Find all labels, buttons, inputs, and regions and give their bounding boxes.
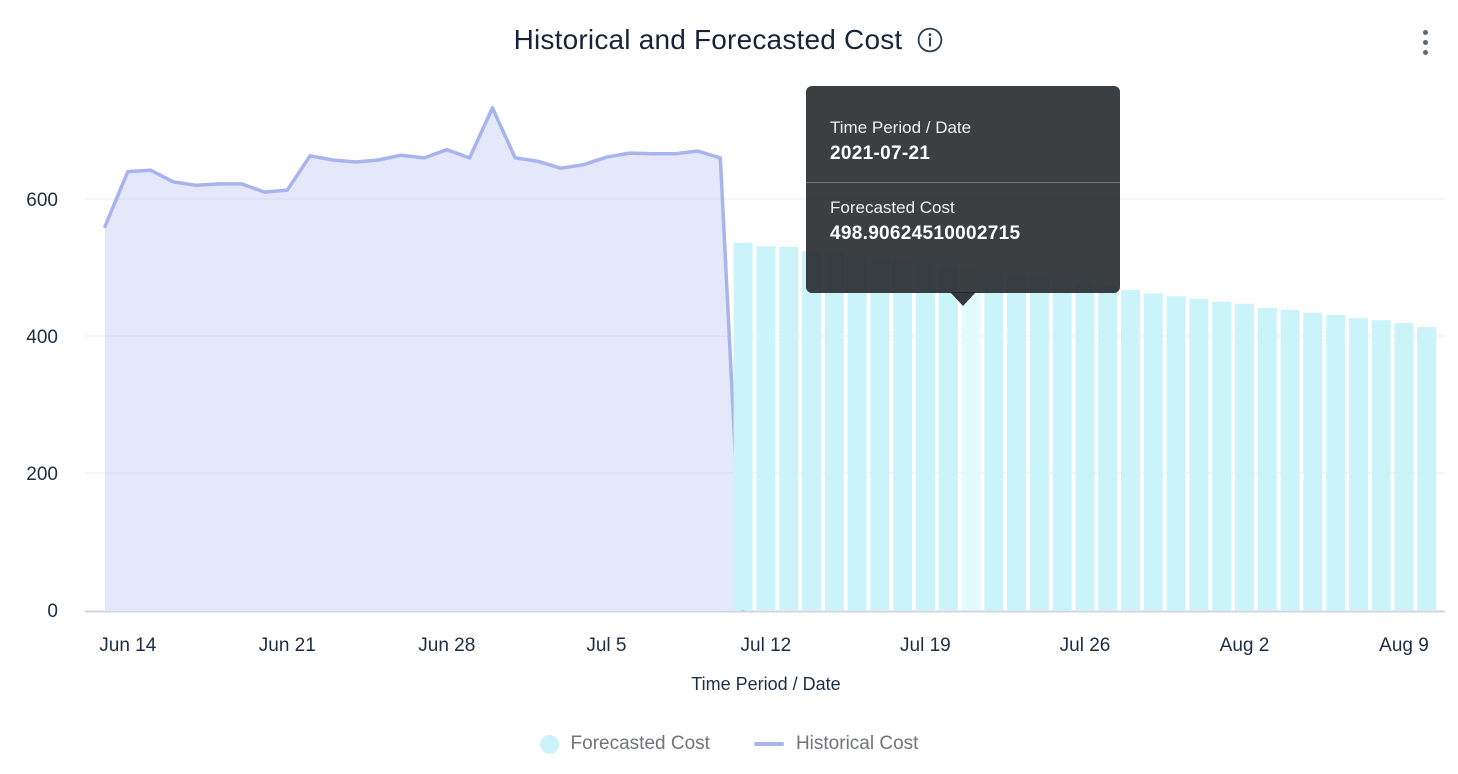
- chart-title: Historical and Forecasted Cost: [513, 24, 903, 55]
- x-tick-label: Aug 2: [1220, 635, 1270, 656]
- x-tick-label: Jul 12: [741, 635, 792, 656]
- forecast-bar[interactable]: [1303, 312, 1323, 610]
- x-tick-label: Jul 5: [586, 635, 626, 656]
- y-tick-label: 600: [26, 190, 58, 211]
- forecast-bar[interactable]: [984, 271, 1004, 610]
- forecast-bar[interactable]: [1349, 318, 1368, 610]
- x-tick-label: Jun 28: [418, 635, 475, 656]
- chart-legend: Forecasted Cost Historical Cost: [0, 733, 1458, 755]
- forecast-bar[interactable]: [938, 266, 958, 610]
- y-tick-label: 0: [47, 601, 58, 622]
- legend-item-historical-cost[interactable]: Historical Cost: [753, 733, 919, 755]
- kebab-menu-icon[interactable]: [1419, 26, 1432, 59]
- forecast-bar[interactable]: [1371, 320, 1391, 610]
- forecast-bar[interactable]: [1166, 296, 1186, 610]
- forecast-bar[interactable]: [1052, 280, 1072, 611]
- x-tick-label: Jun 14: [99, 635, 156, 656]
- forecast-bar[interactable]: [1257, 307, 1277, 610]
- historical-line: [103, 106, 745, 612]
- x-tick-label: Aug 9: [1379, 635, 1429, 656]
- legend-item-forecasted-cost[interactable]: Forecasted Cost: [539, 733, 710, 755]
- forecast-bar-highlighted[interactable]: [961, 268, 981, 610]
- x-tick-label: Jun 21: [259, 635, 316, 656]
- forecast-bar[interactable]: [802, 251, 821, 610]
- title-wrap: Historical and Forecasted Cost: [0, 24, 1458, 56]
- forecast-bar[interactable]: [1326, 314, 1346, 610]
- forecast-bar[interactable]: [893, 261, 913, 610]
- info-icon[interactable]: [916, 26, 944, 54]
- forecast-bar[interactable]: [1143, 293, 1163, 611]
- forecast-bar[interactable]: [1280, 310, 1300, 610]
- y-tick-label: 400: [26, 327, 58, 348]
- legend-label-forecasted-cost: Forecasted Cost: [570, 733, 710, 754]
- forecast-bar[interactable]: [1121, 290, 1140, 610]
- forecast-bar[interactable]: [1029, 277, 1049, 610]
- chart-header: Historical and Forecasted Cost: [0, 0, 1458, 70]
- x-axis-title: Time Period / Date: [691, 674, 840, 694]
- forecast-bar[interactable]: [1189, 299, 1209, 610]
- forecast-bar[interactable]: [779, 246, 799, 610]
- forecast-bar[interactable]: [1007, 274, 1027, 610]
- forecast-bar[interactable]: [870, 258, 890, 610]
- y-tick-label: 200: [26, 464, 58, 485]
- forecast-bar[interactable]: [915, 263, 935, 610]
- forecast-bar[interactable]: [847, 255, 867, 610]
- forecast-bar[interactable]: [1235, 303, 1254, 610]
- forecast-bar[interactable]: [1098, 286, 1118, 610]
- forecast-bar[interactable]: [756, 246, 776, 611]
- forecast-bar[interactable]: [824, 253, 844, 610]
- forecast-bar[interactable]: [1394, 323, 1414, 610]
- x-tick-label: Jul 19: [900, 635, 951, 656]
- forecast-bar[interactable]: [1417, 327, 1437, 610]
- forecast-bar[interactable]: [1075, 283, 1095, 610]
- historical-cost-marker-icon: [753, 742, 784, 746]
- historical-area: [105, 107, 744, 611]
- x-tick-label: Jul 26: [1060, 635, 1111, 656]
- legend-label-historical-cost: Historical Cost: [795, 733, 919, 754]
- forecasted-cost-marker-icon: [539, 734, 559, 754]
- forecast-bar[interactable]: [733, 242, 753, 611]
- forecast-bar[interactable]: [1212, 301, 1232, 611]
- plot-area: 0 200 400 600 Jun 14 Jun 21 Jun 28 Jul 5 Jul 12 J…: [26, 106, 1445, 694]
